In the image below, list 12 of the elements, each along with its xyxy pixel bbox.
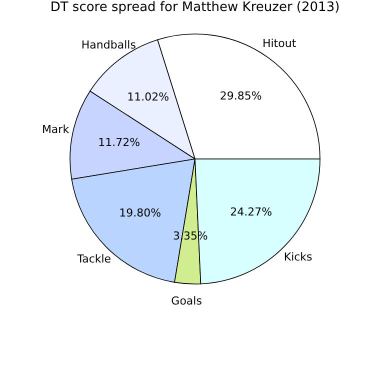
slice-label: Hitout (262, 37, 297, 50)
data-label: 24.27% (230, 206, 272, 219)
slice-label: Goals (171, 294, 202, 308)
data-label: 19.80% (119, 206, 162, 220)
slice-label: Tackle (76, 252, 112, 266)
data-label: 11.72% (98, 136, 140, 150)
slice-label: Kicks (284, 250, 313, 264)
data-label: 11.02% (127, 90, 170, 104)
slice-label: Handballs (81, 38, 136, 52)
chart-title: DT score spread for Matthew Kreuzer (2013) (50, 0, 340, 15)
slice-label: Mark (42, 122, 70, 136)
data-label: 29.85% (220, 90, 262, 103)
